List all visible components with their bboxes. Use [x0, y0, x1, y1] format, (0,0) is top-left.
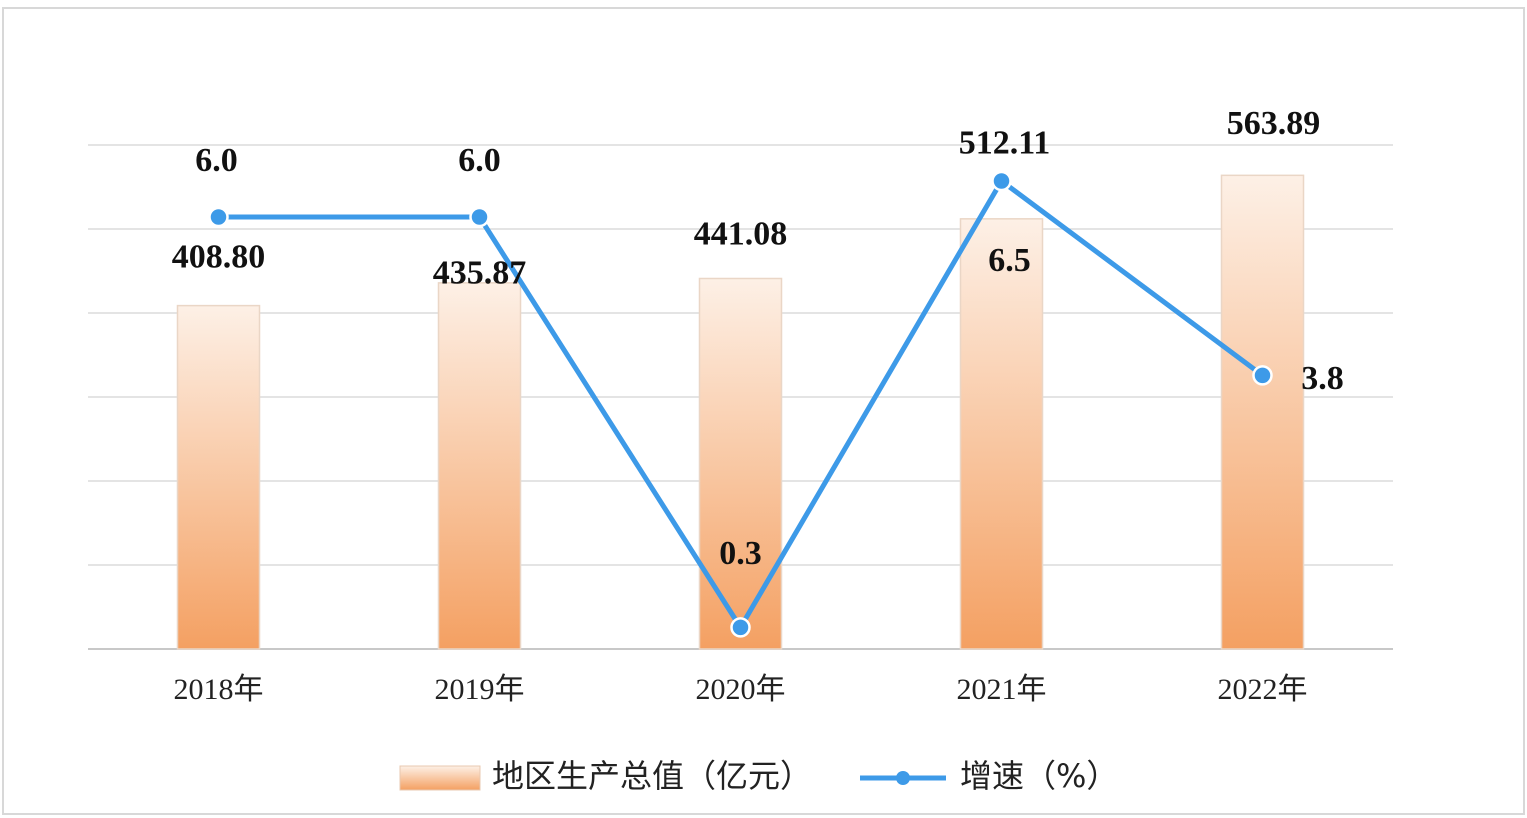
x-tick-label: 2022年 — [1218, 673, 1308, 706]
bar — [437, 282, 522, 650]
value-label: 6.0 — [195, 142, 238, 179]
bar — [176, 304, 261, 650]
value-label: 3.8 — [1301, 360, 1344, 397]
bar — [698, 277, 783, 650]
labels: 2018年 2019年 2020年 2021年 2022年 408.80 435.87 441… — [172, 105, 1344, 706]
line-point — [730, 617, 751, 638]
value-label: 0.3 — [719, 535, 762, 572]
value-label: 563.89 — [1227, 105, 1321, 142]
legend: 地区生产总值（亿元） 增速（%） — [399, 757, 1118, 795]
bar — [959, 218, 1044, 650]
x-tick-label: 2020年 — [696, 673, 786, 706]
x-tick-label: 2021年 — [957, 673, 1047, 706]
legend-label: 地区生产总值（亿元） — [492, 757, 812, 795]
line-series — [208, 170, 1273, 638]
value-label: 6.0 — [458, 142, 501, 179]
x-tick-label: 2018年 — [174, 673, 264, 706]
frame — [2, 7, 1525, 815]
legend-line-marker — [896, 771, 910, 785]
bar — [1220, 174, 1305, 650]
line-point — [469, 206, 490, 228]
value-label: 512.11 — [959, 125, 1051, 162]
value-label: 435.87 — [433, 255, 527, 292]
line-point — [208, 206, 229, 228]
line-point — [1252, 365, 1273, 386]
legend-label: 增速（%） — [960, 757, 1118, 795]
x-tick-label: 2019年 — [435, 673, 525, 706]
bars — [176, 174, 1305, 650]
value-label: 441.08 — [694, 215, 788, 252]
value-label: 408.80 — [172, 238, 266, 275]
value-label: 6.5 — [988, 242, 1031, 279]
legend-bar-swatch — [399, 765, 481, 791]
line-point — [991, 170, 1012, 192]
